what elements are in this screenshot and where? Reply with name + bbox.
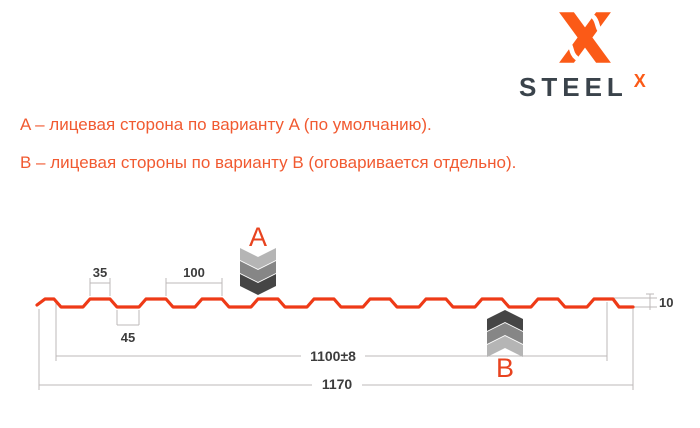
note-variant-b: B – лицевая стороны по варианту B (огова…	[20, 153, 517, 172]
dim-height: 10	[613, 293, 673, 310]
dim-overall-width: 1170	[38, 309, 634, 392]
brand-superscript-x: X	[633, 71, 646, 91]
dim-top-flat: 35	[89, 265, 111, 296]
side-b-label: B	[496, 353, 514, 383]
chevron-down-icon	[240, 248, 276, 295]
dim-height-value: 10	[659, 295, 673, 310]
dim-pitch: 100	[165, 265, 223, 296]
sheet-profile-outline	[35, 297, 635, 309]
note-variant-a: A – лицевая сторона по варианту A (по ум…	[20, 115, 432, 134]
dim-overall-width-value: 1170	[322, 376, 353, 392]
brand-wordmark: STEEL X	[519, 71, 646, 103]
side-a-marker: A	[240, 222, 276, 295]
dim-pitch-value: 100	[183, 265, 205, 280]
dim-working-width: 1100±8	[55, 302, 608, 364]
dim-top-flat-value: 35	[93, 265, 107, 280]
side-a-label: A	[249, 222, 267, 252]
side-b-marker: B	[487, 310, 523, 383]
brand-name: STEEL	[519, 72, 628, 102]
profile-drawing: 35 100 45 10 1100±8 1170	[35, 222, 673, 392]
dim-bottom-flat-value: 45	[121, 330, 135, 345]
dim-bottom-flat: 45	[116, 310, 140, 345]
dim-working-width-value: 1100±8	[310, 348, 356, 364]
chevron-up-icon	[487, 310, 523, 357]
steelx-cross-icon	[559, 12, 611, 63]
